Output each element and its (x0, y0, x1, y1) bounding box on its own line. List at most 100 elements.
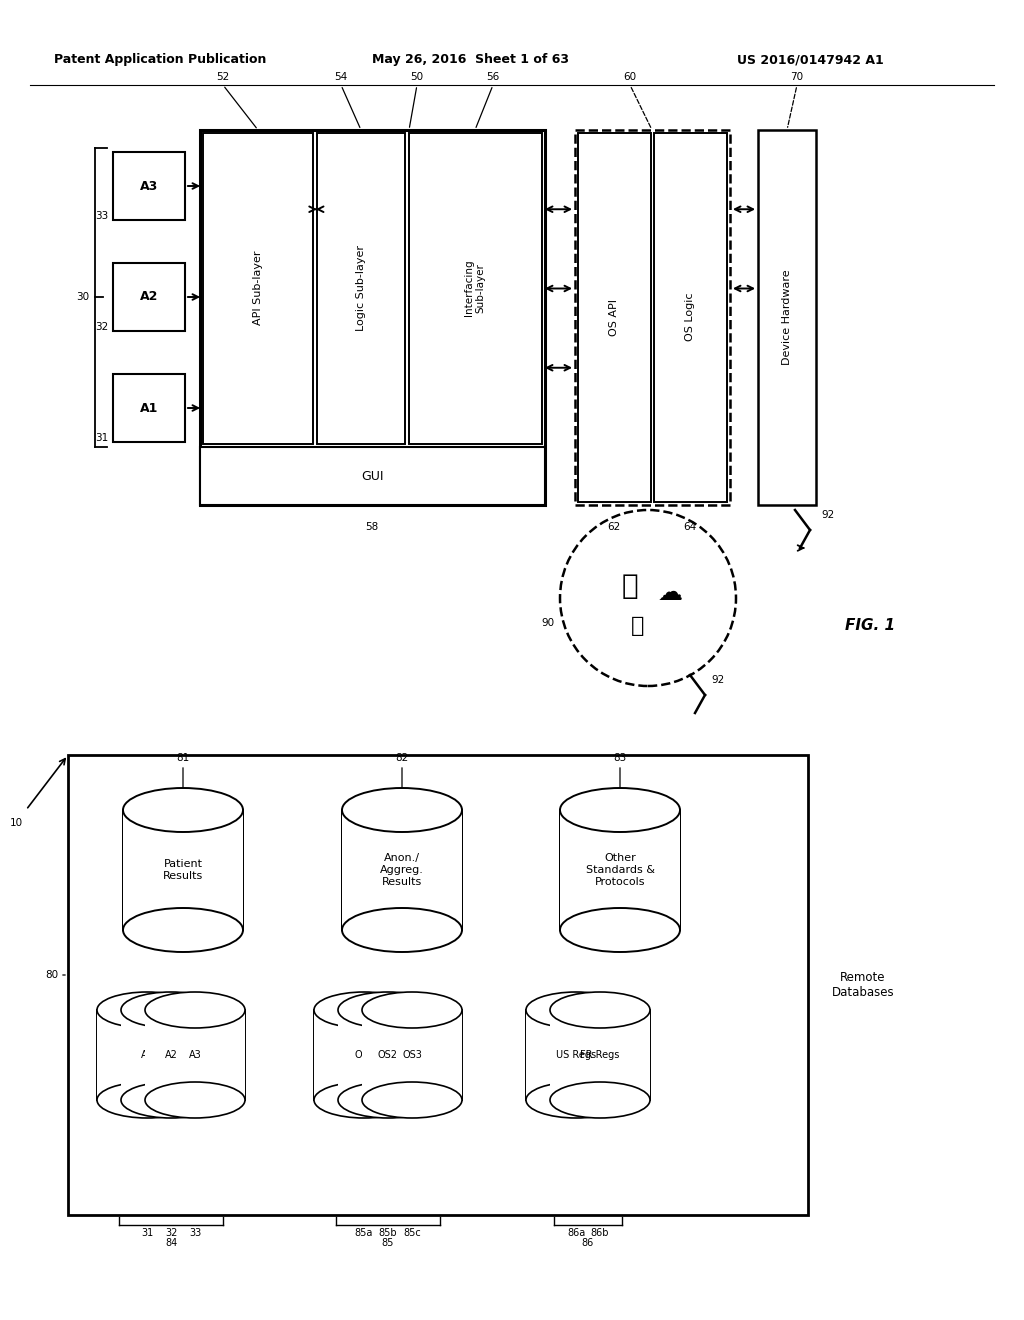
Text: GUI: GUI (360, 470, 383, 483)
Ellipse shape (526, 993, 626, 1028)
Text: Other
Standards &
Protocols: Other Standards & Protocols (586, 854, 654, 887)
Text: US 2016/0147942 A1: US 2016/0147942 A1 (736, 54, 884, 66)
Bar (121, 1010, 221, 1100)
Text: 32: 32 (165, 1228, 177, 1238)
Text: Logic Sub-layer: Logic Sub-layer (356, 246, 366, 331)
Ellipse shape (123, 788, 243, 832)
Text: A3: A3 (188, 1049, 202, 1060)
Text: 54: 54 (335, 73, 347, 82)
Text: 85c: 85c (403, 1228, 421, 1238)
Ellipse shape (145, 993, 245, 1028)
Text: 10: 10 (9, 818, 23, 828)
Ellipse shape (526, 1082, 626, 1118)
Text: 85a: 85a (354, 1228, 373, 1238)
Text: 62: 62 (607, 521, 621, 532)
Ellipse shape (123, 908, 243, 952)
Ellipse shape (338, 993, 438, 1028)
Text: Remote
Databases: Remote Databases (831, 972, 894, 999)
Bar (362, 1010, 462, 1100)
Text: OS2: OS2 (378, 1049, 398, 1060)
Text: 64: 64 (683, 521, 696, 532)
Text: 83: 83 (613, 752, 627, 763)
Text: OS API: OS API (609, 298, 618, 335)
Ellipse shape (560, 908, 680, 952)
Bar (68, 755, 808, 1214)
Text: 86a: 86a (567, 1228, 585, 1238)
Bar (314, 1010, 414, 1100)
Ellipse shape (314, 993, 414, 1028)
Bar (575, 129, 730, 506)
Bar (550, 1010, 650, 1100)
Text: A2: A2 (140, 290, 158, 304)
Bar (113, 374, 185, 442)
Bar (526, 1010, 626, 1100)
Text: 85b: 85b (379, 1228, 397, 1238)
Text: 82: 82 (395, 752, 409, 763)
Text: 🛰: 🛰 (622, 572, 638, 601)
Bar (654, 133, 727, 502)
Text: 92: 92 (821, 510, 835, 520)
Bar (200, 447, 545, 506)
Text: Patient
Results: Patient Results (163, 859, 203, 880)
Bar (145, 1010, 245, 1100)
Text: 32: 32 (95, 322, 108, 333)
Text: 86b: 86b (591, 1228, 609, 1238)
Ellipse shape (362, 993, 462, 1028)
Text: 60: 60 (624, 73, 637, 82)
Text: 80: 80 (45, 970, 58, 979)
Text: OS1: OS1 (354, 1049, 374, 1060)
Text: 56: 56 (486, 73, 500, 82)
Text: ☁: ☁ (657, 581, 683, 605)
Text: Device Hardware: Device Hardware (782, 269, 792, 364)
Text: 70: 70 (791, 73, 804, 82)
Text: 81: 81 (176, 752, 189, 763)
Text: 50: 50 (411, 73, 424, 82)
Text: Patent Application Publication: Patent Application Publication (54, 54, 266, 66)
Bar (342, 810, 462, 931)
Ellipse shape (560, 788, 680, 832)
Text: 86: 86 (582, 1238, 594, 1247)
Ellipse shape (550, 1082, 650, 1118)
Ellipse shape (121, 1082, 221, 1118)
Bar (758, 129, 816, 506)
Text: 30: 30 (77, 292, 89, 302)
Text: A2: A2 (165, 1049, 177, 1060)
Ellipse shape (145, 1082, 245, 1118)
Text: API Sub-layer: API Sub-layer (253, 251, 263, 325)
Text: May 26, 2016  Sheet 1 of 63: May 26, 2016 Sheet 1 of 63 (372, 54, 568, 66)
Ellipse shape (550, 993, 650, 1028)
Text: 📡: 📡 (632, 616, 645, 636)
Text: 84: 84 (165, 1238, 177, 1247)
Ellipse shape (97, 993, 197, 1028)
Ellipse shape (342, 908, 462, 952)
Text: FR Regs: FR Regs (581, 1049, 620, 1060)
Text: A1: A1 (140, 401, 158, 414)
Bar (113, 152, 185, 220)
Bar (338, 1010, 438, 1100)
Text: 90: 90 (542, 618, 555, 628)
Text: 85: 85 (382, 1238, 394, 1247)
Ellipse shape (121, 993, 221, 1028)
Bar (123, 810, 243, 931)
Ellipse shape (314, 1082, 414, 1118)
Text: 33: 33 (188, 1228, 201, 1238)
Ellipse shape (362, 1082, 462, 1118)
Text: A3: A3 (140, 180, 158, 193)
Bar (200, 129, 545, 506)
Text: 92: 92 (712, 675, 725, 685)
Bar (409, 133, 542, 444)
Text: A1: A1 (140, 1049, 154, 1060)
Ellipse shape (97, 1082, 197, 1118)
Bar (560, 810, 680, 931)
Ellipse shape (342, 788, 462, 832)
Text: 31: 31 (95, 433, 108, 444)
Text: 58: 58 (366, 521, 379, 532)
Bar (97, 1010, 197, 1100)
Bar (203, 133, 313, 444)
Bar (317, 133, 406, 444)
Text: Anon./
Aggreg.
Results: Anon./ Aggreg. Results (380, 854, 424, 887)
Text: FIG. 1: FIG. 1 (845, 618, 895, 632)
Text: Interfacing
Sub-layer: Interfacing Sub-layer (464, 260, 485, 317)
Text: US Regs: US Regs (556, 1049, 596, 1060)
Text: 31: 31 (141, 1228, 154, 1238)
